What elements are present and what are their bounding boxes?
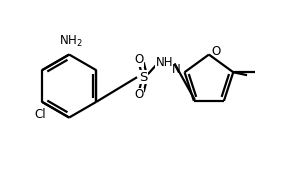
Text: N: N	[172, 63, 181, 76]
Text: NH$_2$: NH$_2$	[59, 33, 83, 49]
Text: S: S	[139, 71, 147, 84]
Text: O: O	[135, 53, 144, 66]
Text: O: O	[211, 45, 220, 58]
Text: Cl: Cl	[34, 108, 46, 121]
Text: O: O	[135, 88, 144, 101]
Text: NH: NH	[156, 56, 173, 69]
